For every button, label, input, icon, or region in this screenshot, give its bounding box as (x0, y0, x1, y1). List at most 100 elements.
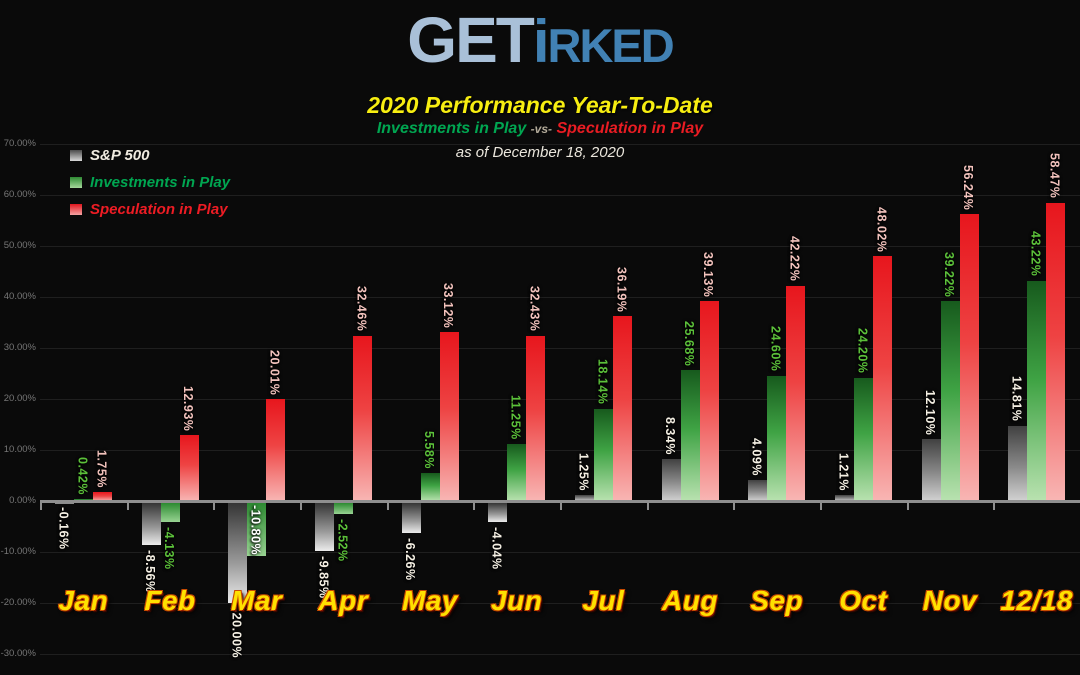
sp-bar-oct (834, 494, 854, 501)
legend-label: Investments in Play (90, 174, 231, 191)
y-axis-label: 10.00% (3, 444, 36, 455)
inv-bar-aug (680, 370, 700, 501)
sp-bar-jan (54, 503, 74, 504)
month-label-mar: Mar (231, 585, 283, 616)
getirked-logo: GETiRKED (0, 8, 1080, 90)
spec-bar-sep (786, 285, 806, 501)
sp-value-label-aug: 8.34% (663, 416, 677, 455)
spec-value-label-apr: 32.46% (354, 286, 369, 332)
y-axis-label: 20.00% (3, 393, 36, 404)
x-axis-tick (646, 503, 649, 510)
logo-text-get: GET (407, 4, 535, 76)
month-label-aug: Aug (662, 585, 718, 616)
inv-bar-12/18 (1027, 280, 1047, 501)
legend-label: S&P 500 (90, 147, 150, 164)
sp-bar-12/18 (1008, 425, 1028, 501)
month-label-12-18: 12/18 (1000, 585, 1073, 616)
inv-bar-feb (160, 503, 180, 523)
sp-bar-aug (661, 458, 681, 501)
inv-bar-jun (507, 443, 527, 501)
sp-value-label-mar: -20.00% (229, 608, 244, 659)
spec-bar-jul (612, 316, 632, 501)
x-axis-tick (820, 503, 822, 510)
logo-text-rked: RKED (547, 19, 675, 72)
spec-value-label-aug: 39.13% (701, 252, 715, 298)
inv-value-label-sep: 24.60% (768, 326, 783, 372)
sp-value-label-feb: -8.56% (143, 549, 157, 593)
sp-bar-nov (921, 439, 941, 501)
spec-value-label-sep: 42.22% (787, 236, 802, 282)
inv-bar-nov (940, 301, 960, 501)
sp-value-label-apr: -9.85% (316, 556, 331, 599)
sp-value-label-12/18: 14.81% (1009, 376, 1024, 422)
sp500-swatch-icon (70, 150, 82, 161)
sp-bar-may (401, 503, 421, 533)
y-axis-label: 0.00% (9, 495, 36, 506)
sp-bar-apr (314, 503, 334, 552)
y-axis-label: -30.00% (0, 648, 36, 659)
inv-bar-apr (333, 503, 353, 514)
inv-value-label-feb: -4.13% (162, 527, 176, 570)
spec-bar-aug (699, 301, 719, 501)
inv-value-label-12/18: 43.22% (1028, 231, 1043, 277)
inv-value-label-mar: -10.80% (248, 505, 263, 556)
inv-value-label-jan: 0.42% (75, 456, 90, 495)
sp-bar-sep (748, 480, 768, 501)
inv-value-label-aug: 25.68% (682, 320, 696, 366)
y-axis-label: 30.00% (3, 342, 36, 353)
inv-value-label-apr: -2.52% (335, 518, 350, 562)
gridline (40, 195, 1080, 196)
legend-label: Speculation in Play (90, 201, 228, 218)
inv-value-label-oct: 24.20% (855, 328, 870, 374)
as-of-date: as of December 18, 2020 (455, 144, 625, 161)
gridline (40, 246, 1080, 247)
month-label-nov: Nov (922, 585, 978, 616)
page-title: 2020 Performance Year-To-Date (367, 92, 713, 118)
x-axis-tick (126, 503, 129, 510)
spec-bar-mar (266, 398, 286, 501)
legend-item-investments: Investments in Play (70, 169, 230, 196)
inv-value-label-jun: 11.25% (508, 394, 523, 440)
y-axis-label: 60.00% (3, 189, 36, 200)
sp-bar-mar (228, 503, 248, 603)
spec-bar-oct (872, 256, 892, 501)
compare-vs-label: -vs- (530, 122, 553, 136)
sp-bar-jun (488, 503, 508, 522)
gridline (40, 654, 1080, 655)
sp-bar-feb (141, 503, 161, 545)
x-axis-tick (906, 503, 909, 510)
month-label-may: May (402, 585, 458, 616)
sp-value-label-jun: -4.04% (489, 526, 504, 570)
legend-item-sp500: S&P 500 (70, 142, 230, 169)
speculation-swatch-icon (70, 204, 82, 215)
inv-bar-may (420, 472, 440, 501)
compare-investments-label: Investments in Play (376, 120, 527, 137)
x-axis-tick (213, 503, 216, 510)
spec-bar-feb (179, 435, 199, 501)
spec-value-label-12/18: 58.47% (1047, 153, 1062, 199)
spec-bar-apr (352, 335, 372, 501)
y-axis-label: 50.00% (3, 240, 36, 251)
spec-value-label-jul: 36.19% (614, 267, 629, 313)
sp-value-label-nov: 12.10% (923, 389, 937, 436)
spec-value-label-feb: 12.93% (181, 385, 195, 432)
gridline (40, 144, 1080, 145)
month-label-jan: Jan (58, 585, 109, 616)
investments-swatch-icon (70, 177, 82, 188)
y-axis-label: 70.00% (3, 138, 36, 149)
gridline (40, 399, 1080, 400)
inv-bar-jul (593, 408, 613, 501)
legend-item-speculation: Speculation in Play (70, 196, 230, 223)
inv-value-label-jul: 18.14% (595, 359, 610, 405)
x-axis-tick (300, 503, 302, 510)
gridline (40, 450, 1080, 451)
spec-value-label-jun: 32.43% (527, 286, 542, 332)
compare-subtitle: Investments in Play -vs- Speculation in … (0, 120, 1080, 138)
y-axis-label: -10.00% (0, 546, 36, 557)
spec-bar-nov (959, 214, 979, 501)
chart-legend: S&P 500 Investments in Play Speculation … (70, 142, 230, 223)
inv-value-label-nov: 39.22% (942, 251, 956, 297)
gridline (40, 297, 1080, 298)
